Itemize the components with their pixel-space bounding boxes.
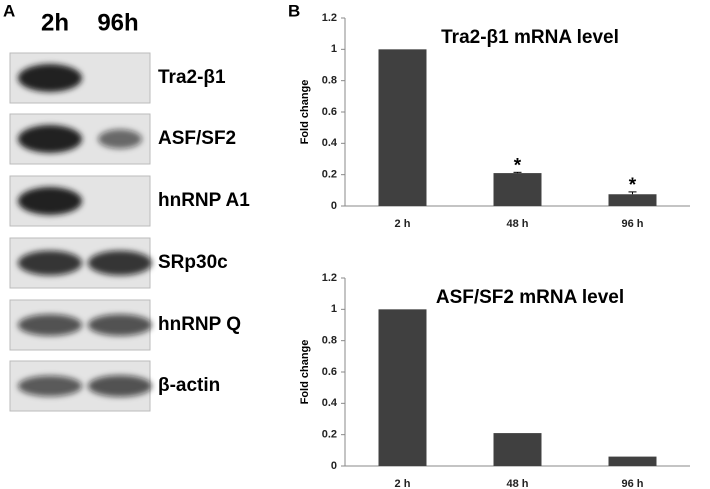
chart-title: Tra2-β1 mRNA level xyxy=(441,27,619,48)
band xyxy=(98,129,142,149)
x-tick-label: 48 h xyxy=(506,218,528,230)
significance-mark: * xyxy=(514,155,522,176)
y-tick-label: 0.4 xyxy=(322,397,338,409)
blot-bands xyxy=(18,250,152,276)
bar xyxy=(378,49,427,207)
y-tick-label: 0.6 xyxy=(322,106,337,118)
blot-bands xyxy=(18,314,152,336)
band xyxy=(18,125,82,153)
bar xyxy=(493,173,542,206)
y-tick-label: 0.2 xyxy=(322,429,337,441)
row-label: β-actin xyxy=(158,375,220,396)
y-axis-label: Fold change xyxy=(299,340,311,405)
blot-bands xyxy=(18,375,152,397)
row-label: ASF/SF2 xyxy=(158,128,236,149)
y-tick-label: 0.8 xyxy=(322,335,337,347)
panel-label: A xyxy=(3,1,15,20)
y-tick-label: 0 xyxy=(331,200,337,212)
y-tick-label: 0.8 xyxy=(322,75,337,87)
y-tick-label: 0.2 xyxy=(322,169,337,181)
lane-label: 2h xyxy=(41,9,69,36)
band xyxy=(18,187,82,215)
row-label: Tra2-β1 xyxy=(158,67,226,88)
y-tick-label: 0.4 xyxy=(322,137,338,149)
band xyxy=(88,314,152,336)
band xyxy=(18,375,82,397)
y-tick-label: 1 xyxy=(331,43,337,55)
x-tick-label: 2 h xyxy=(395,478,411,489)
row-label: hnRNP A1 xyxy=(158,190,250,211)
bar xyxy=(608,456,657,466)
blot-bands xyxy=(18,187,82,215)
x-tick-label: 2 h xyxy=(395,218,411,230)
y-axis-label: Fold change xyxy=(299,80,311,145)
bar xyxy=(608,194,657,206)
band xyxy=(88,250,152,276)
x-tick-label: 48 h xyxy=(506,478,528,489)
y-tick-label: 1.2 xyxy=(322,272,337,284)
lane-label: 96h xyxy=(97,9,138,36)
x-tick-label: 96 h xyxy=(621,478,643,489)
bar xyxy=(493,433,542,466)
x-tick-label: 96 h xyxy=(621,218,643,230)
chart-title: ASF/SF2 mRNA level xyxy=(436,287,624,308)
row-label: hnRNP Q xyxy=(158,314,241,335)
panel-label: B xyxy=(288,1,300,20)
bar xyxy=(378,309,427,466)
band xyxy=(18,314,82,336)
y-tick-label: 1.2 xyxy=(322,12,337,24)
band xyxy=(18,250,82,276)
blot-bands xyxy=(18,64,82,92)
band xyxy=(18,64,82,92)
y-tick-label: 0.6 xyxy=(322,366,337,378)
significance-mark: * xyxy=(629,175,637,196)
y-tick-label: 1 xyxy=(331,303,337,315)
blot-bands xyxy=(18,125,142,153)
row-label: SRp30c xyxy=(158,252,228,273)
band xyxy=(88,375,152,397)
y-tick-label: 0 xyxy=(331,460,337,472)
